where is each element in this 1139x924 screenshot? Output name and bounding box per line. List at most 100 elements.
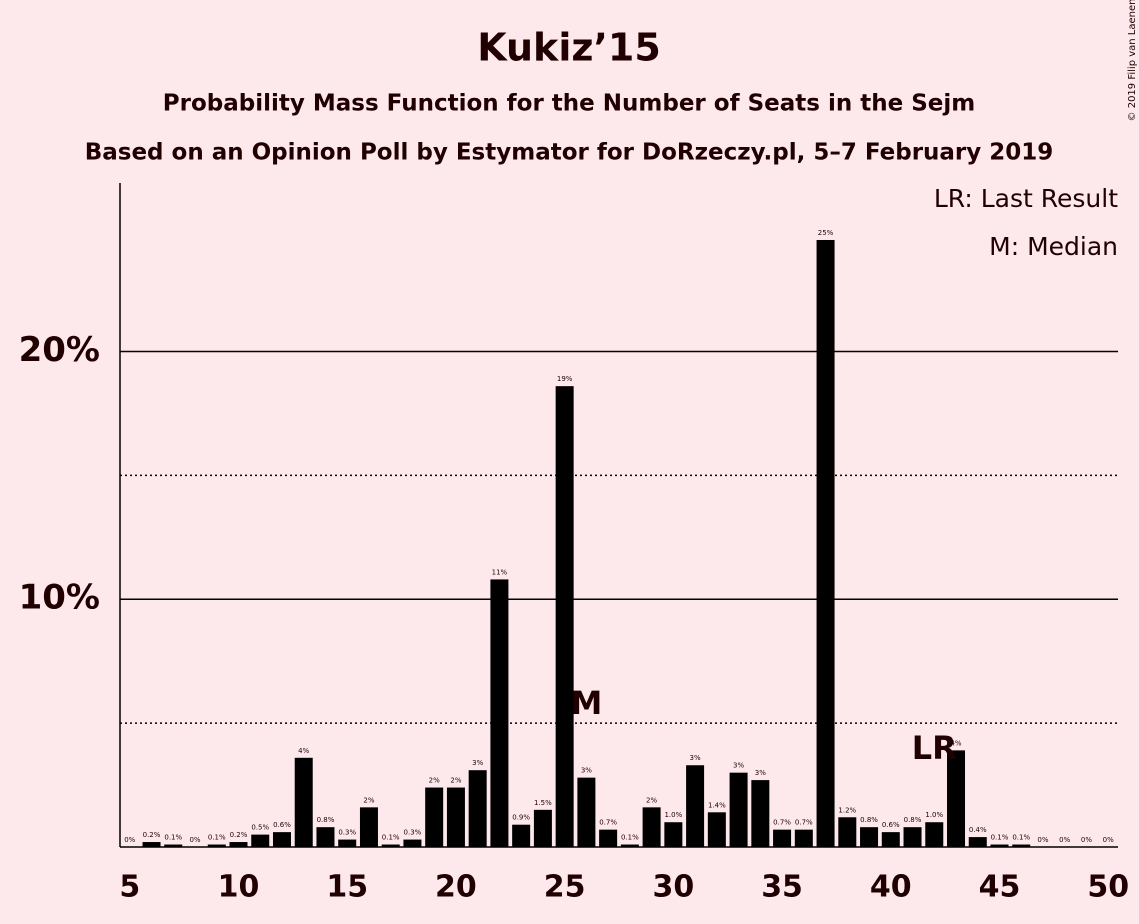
chart-title: Kukiz’15 (477, 26, 661, 70)
data-label: 0.8% (317, 816, 335, 824)
bar (860, 827, 879, 847)
data-label: 0.6% (273, 821, 291, 829)
bar (533, 809, 552, 847)
data-label: 0.3% (338, 829, 356, 837)
bar (294, 757, 313, 847)
chart-subtitle: Based on an Opinion Poll by Estymator fo… (85, 140, 1054, 166)
data-label: 0.1% (208, 834, 226, 842)
bar (425, 787, 444, 847)
bar (207, 844, 226, 847)
marker-label: LR (912, 729, 957, 767)
data-label: 0% (124, 836, 135, 844)
data-label: 0.3% (404, 829, 422, 837)
bar (164, 844, 183, 847)
bar (686, 765, 705, 847)
bar (620, 844, 639, 847)
bar (229, 842, 248, 847)
bar (359, 807, 378, 847)
bar (664, 822, 683, 847)
data-label: 0.7% (795, 819, 813, 827)
data-label: 2% (646, 796, 657, 804)
data-label: 2% (363, 796, 374, 804)
marker-label: M (570, 684, 602, 722)
data-label: 0% (1037, 836, 1048, 844)
bar (816, 239, 835, 847)
bar (838, 817, 857, 847)
data-label: 1.2% (838, 806, 856, 814)
bar (555, 386, 574, 847)
y-tick-label: 10% (19, 578, 100, 618)
data-label: 4% (950, 739, 961, 747)
data-label: 0.7% (773, 819, 791, 827)
bar (490, 579, 509, 847)
bar (903, 827, 922, 847)
data-label: 0.8% (904, 816, 922, 824)
bar (338, 839, 357, 847)
data-label: 3% (581, 767, 592, 775)
data-label: 1.0% (664, 811, 682, 819)
bar (316, 827, 335, 847)
data-label: 0.2% (143, 831, 161, 839)
x-tick-label: 30 (652, 870, 694, 905)
copyright: © 2019 Filip van Laenen (1127, 0, 1138, 121)
bar (642, 807, 661, 847)
data-label: 0.6% (882, 821, 900, 829)
data-label: 1.0% (925, 811, 943, 819)
data-label: 0.9% (512, 814, 530, 822)
bar (925, 822, 944, 847)
bar (251, 834, 270, 847)
data-label: 0% (189, 836, 200, 844)
data-label: 25% (818, 229, 834, 237)
y-tick-label: 20% (19, 330, 100, 370)
bar (947, 750, 966, 847)
data-label: 1.4% (708, 801, 726, 809)
legend-entry: M: Median (989, 232, 1118, 261)
x-tick-label: 45 (979, 870, 1021, 905)
x-tick-label: 15 (326, 870, 368, 905)
data-label: 0.1% (382, 834, 400, 842)
bar (794, 829, 813, 847)
bar (729, 772, 748, 847)
data-label: 3% (690, 754, 701, 762)
bar (881, 832, 900, 847)
data-label: 0.1% (621, 834, 639, 842)
data-label: 0.1% (164, 834, 182, 842)
data-label: 0% (1081, 836, 1092, 844)
bar (599, 829, 618, 847)
x-tick-label: 10 (218, 870, 260, 905)
data-label: 2% (429, 777, 440, 785)
data-label: 1.5% (534, 799, 552, 807)
data-label: 3% (733, 762, 744, 770)
data-label: 2% (450, 777, 461, 785)
bar (381, 844, 400, 847)
chart-subtitle: Probability Mass Function for the Number… (163, 91, 975, 117)
x-tick-label: 50 (1087, 870, 1129, 905)
data-label: 0.1% (1012, 834, 1030, 842)
bar (577, 777, 596, 847)
bar (968, 837, 987, 847)
data-label: 0.2% (230, 831, 248, 839)
data-label: 4% (298, 747, 309, 755)
bar (751, 780, 770, 847)
x-tick-label: 35 (761, 870, 803, 905)
data-label: 3% (755, 769, 766, 777)
bar (990, 844, 1009, 847)
x-tick-label: 40 (870, 870, 912, 905)
bar (707, 812, 726, 847)
bar (512, 824, 531, 847)
legend-entry: LR: Last Result (934, 184, 1118, 213)
bar (773, 829, 792, 847)
bar (446, 787, 465, 847)
data-label: 0% (1103, 836, 1114, 844)
bar (142, 842, 161, 847)
data-label: 0.4% (969, 826, 987, 834)
bar (403, 839, 422, 847)
x-tick-label: 20 (435, 870, 477, 905)
bar (1012, 844, 1031, 847)
data-label: 19% (557, 375, 573, 383)
data-label: 3% (472, 759, 483, 767)
bar (272, 832, 291, 847)
data-label: 11% (492, 568, 508, 576)
data-label: 0.1% (991, 834, 1009, 842)
